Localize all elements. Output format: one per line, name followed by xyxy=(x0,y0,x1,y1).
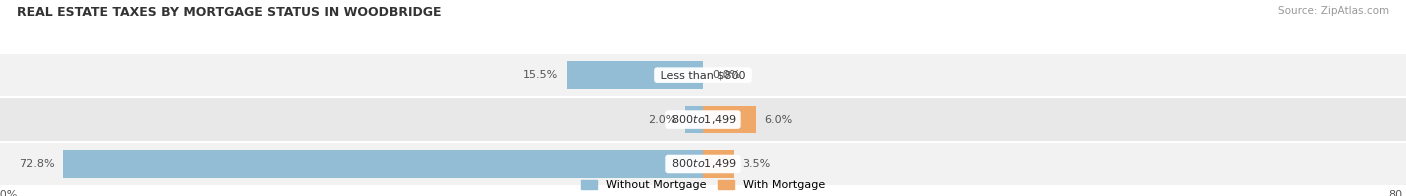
Legend: Without Mortgage, With Mortgage: Without Mortgage, With Mortgage xyxy=(581,180,825,191)
Text: 72.8%: 72.8% xyxy=(18,159,55,169)
Bar xyxy=(0,53,1406,97)
Text: 3.5%: 3.5% xyxy=(742,159,770,169)
Text: Source: ZipAtlas.com: Source: ZipAtlas.com xyxy=(1278,6,1389,16)
Bar xyxy=(0,97,1406,142)
Text: $800 to $1,499: $800 to $1,499 xyxy=(668,113,738,126)
Text: $800 to $1,499: $800 to $1,499 xyxy=(668,158,738,171)
Text: 6.0%: 6.0% xyxy=(765,114,793,125)
Bar xyxy=(0,142,1406,186)
Text: REAL ESTATE TAXES BY MORTGAGE STATUS IN WOODBRIDGE: REAL ESTATE TAXES BY MORTGAGE STATUS IN … xyxy=(17,6,441,19)
Bar xyxy=(703,150,734,178)
Text: 0.0%: 0.0% xyxy=(711,70,740,80)
Bar xyxy=(703,106,756,133)
Text: Less than $800: Less than $800 xyxy=(657,70,749,80)
Text: 15.5%: 15.5% xyxy=(523,70,558,80)
Bar xyxy=(63,150,703,178)
Text: 2.0%: 2.0% xyxy=(648,114,676,125)
Bar xyxy=(686,106,703,133)
Bar xyxy=(567,61,703,89)
